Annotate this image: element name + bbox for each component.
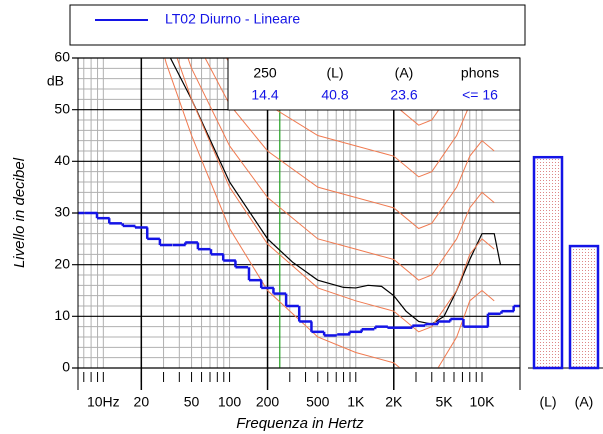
- y-axis-label: Livello in decibel: [11, 157, 28, 268]
- readout-header: phons: [461, 65, 499, 81]
- legend-label: LT02 Diurno - Lineare: [165, 11, 300, 27]
- y-unit: dB: [47, 73, 64, 89]
- readout-value: <= 16: [462, 87, 498, 103]
- readout-value: 40.8: [321, 87, 348, 103]
- loudness-contour: [164, 58, 495, 368]
- y-tick-label: 30: [54, 204, 70, 220]
- x-axis-label: Frequenza in Hertz: [236, 415, 364, 432]
- y-tick-label: 20: [54, 255, 70, 271]
- bar-label: (L): [539, 394, 556, 410]
- readout-header: (A): [395, 65, 414, 81]
- loudness-contour: [169, 58, 502, 325]
- x-tick-label: 100: [218, 394, 242, 410]
- x-tick-label: 50: [184, 394, 200, 410]
- y-tick-label: 40: [54, 152, 70, 168]
- legend-box: [69, 4, 526, 46]
- readout-header: 250: [253, 65, 277, 81]
- x-tick-label: 1K: [347, 394, 365, 410]
- y-tick-label: 10: [54, 307, 70, 323]
- bar-label: (A): [575, 394, 594, 410]
- x-tick-label: 5K: [435, 394, 453, 410]
- readout-value: 14.4: [251, 87, 278, 103]
- x-tick-label: 2K: [385, 394, 403, 410]
- readout-box: [227, 57, 521, 111]
- loudness-contour: [204, 58, 495, 230]
- y-tick-label: 60: [54, 49, 70, 65]
- y-tick-label: 50: [54, 100, 70, 116]
- x-tick-label: 10Hz: [87, 394, 120, 410]
- readout-header: (L): [326, 65, 343, 81]
- x-tick-label: 200: [256, 394, 280, 410]
- x-tick-label: 500: [306, 394, 330, 410]
- y-tick-label: 0: [62, 359, 70, 375]
- bar: [568, 244, 600, 370]
- x-tick-label: 20: [134, 394, 150, 410]
- bar: [532, 155, 564, 370]
- x-tick-label: 10K: [470, 394, 496, 410]
- loudness-contour: [187, 58, 495, 281]
- readout-value: 23.6: [390, 87, 417, 103]
- loudness-contour: [176, 58, 495, 333]
